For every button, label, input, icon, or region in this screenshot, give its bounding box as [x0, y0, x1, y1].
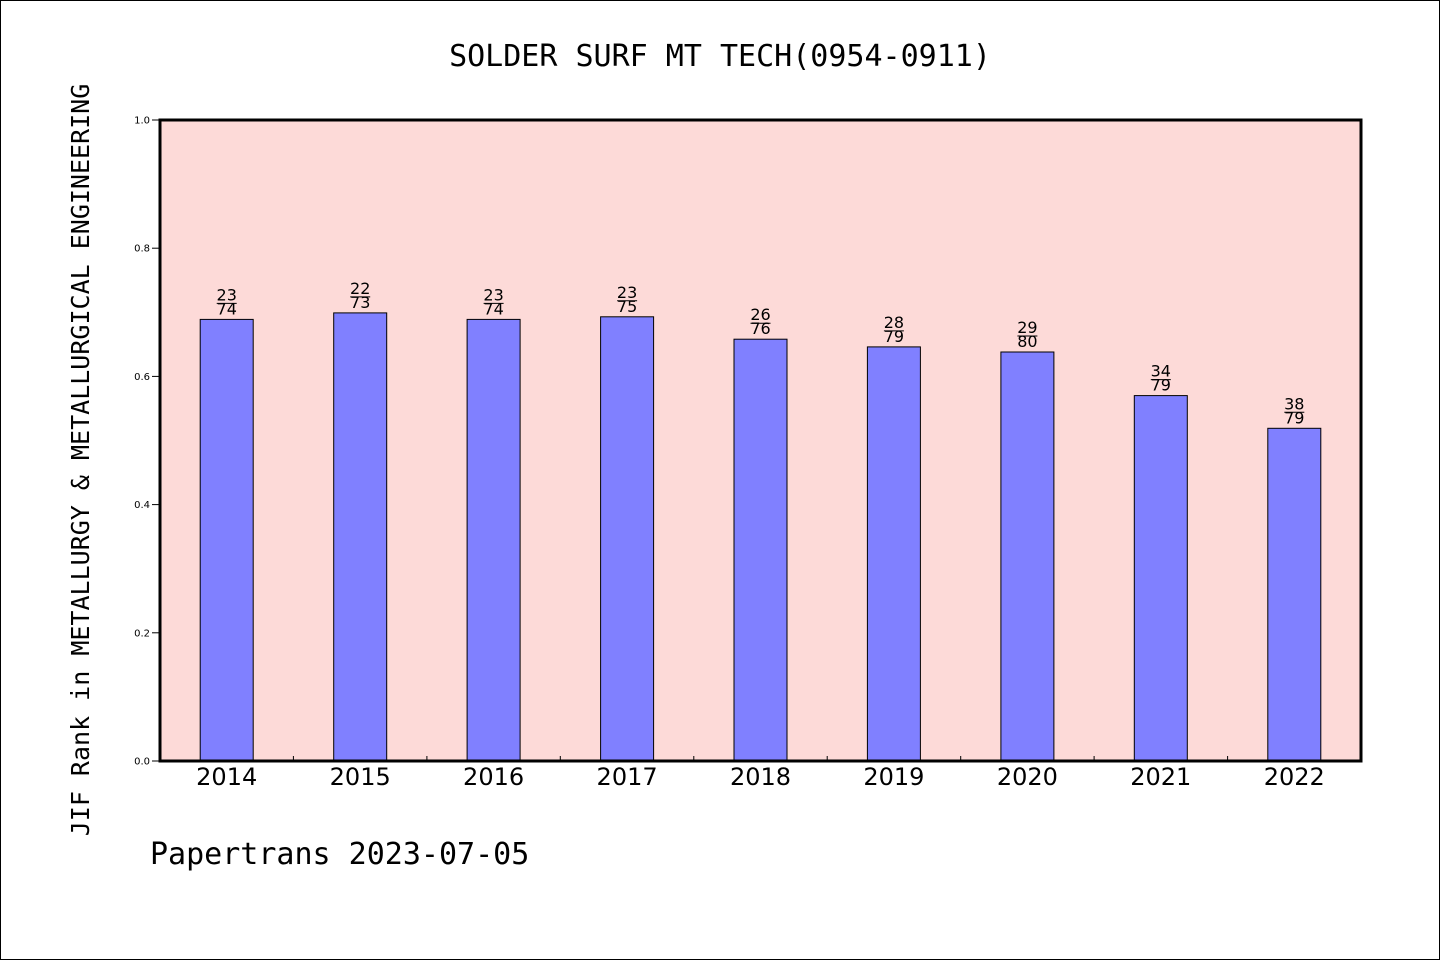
x-tick-label-2015: 2015	[330, 763, 391, 791]
bar-label-total-2018: 76	[750, 319, 770, 338]
bar-label-rank-2014: 23	[217, 285, 237, 304]
bar-label-rank-2019: 28	[884, 313, 904, 332]
x-tick-label-2020: 2020	[997, 763, 1058, 791]
bar-label-rank-2021: 34	[1151, 362, 1171, 381]
footer-credit: Papertrans 2023-07-05	[150, 837, 529, 872]
y-tick-label-1.0: 1.0	[134, 116, 150, 127]
bar-label-total-2020: 80	[1017, 332, 1037, 351]
x-tick-label-2019: 2019	[863, 763, 924, 791]
bar-label-total-2019: 79	[884, 327, 904, 346]
bar-2018	[733, 338, 788, 762]
y-tick-label-0.0: 0.0	[134, 757, 150, 768]
x-tick-label-2018: 2018	[730, 763, 791, 791]
bar-label-rank-2022: 38	[1284, 394, 1304, 413]
bar-2021	[1133, 395, 1188, 762]
x-tick-label-2017: 2017	[597, 763, 658, 791]
bar-label-total-2016: 74	[483, 299, 503, 318]
y-tick-label-0.8: 0.8	[134, 244, 150, 255]
bar-label-total-2015: 73	[350, 293, 370, 312]
bar-label-rank-2020: 29	[1017, 318, 1037, 337]
bar-label-rank-2018: 26	[750, 305, 770, 324]
bar-label-total-2017: 75	[617, 297, 637, 316]
x-tick-label-2021: 2021	[1130, 763, 1191, 791]
bar-label-total-2014: 74	[217, 299, 237, 318]
x-tick-label-2014: 2014	[196, 763, 257, 791]
bar-2014	[199, 318, 254, 762]
bar-label-rank-2016: 23	[483, 285, 503, 304]
chart-title: SOLDER SURF MT TECH(0954-0911)	[449, 39, 991, 74]
bar-2017	[600, 316, 655, 762]
bar-label-rank-2017: 23	[617, 283, 637, 302]
bar-label-rank-2015: 22	[350, 279, 370, 298]
y-axis-label: JIF Rank in METALLURGY & METALLURGICAL E…	[66, 84, 95, 837]
bar-2020	[1000, 351, 1055, 762]
bar-2015	[333, 312, 388, 762]
bar-2016	[466, 318, 521, 762]
plot-border	[158, 118, 1363, 763]
y-tick-label-0.6: 0.6	[134, 372, 150, 383]
x-tick-label-2022: 2022	[1264, 763, 1325, 791]
y-tick-label-0.4: 0.4	[134, 500, 150, 511]
bar-2022	[1267, 427, 1322, 762]
bar-label-total-2022: 79	[1284, 408, 1304, 427]
y-tick-label-0.2: 0.2	[134, 628, 150, 639]
bar-label-total-2021: 79	[1151, 376, 1171, 395]
x-tick-label-2016: 2016	[463, 763, 524, 791]
bar-2019	[866, 346, 921, 762]
